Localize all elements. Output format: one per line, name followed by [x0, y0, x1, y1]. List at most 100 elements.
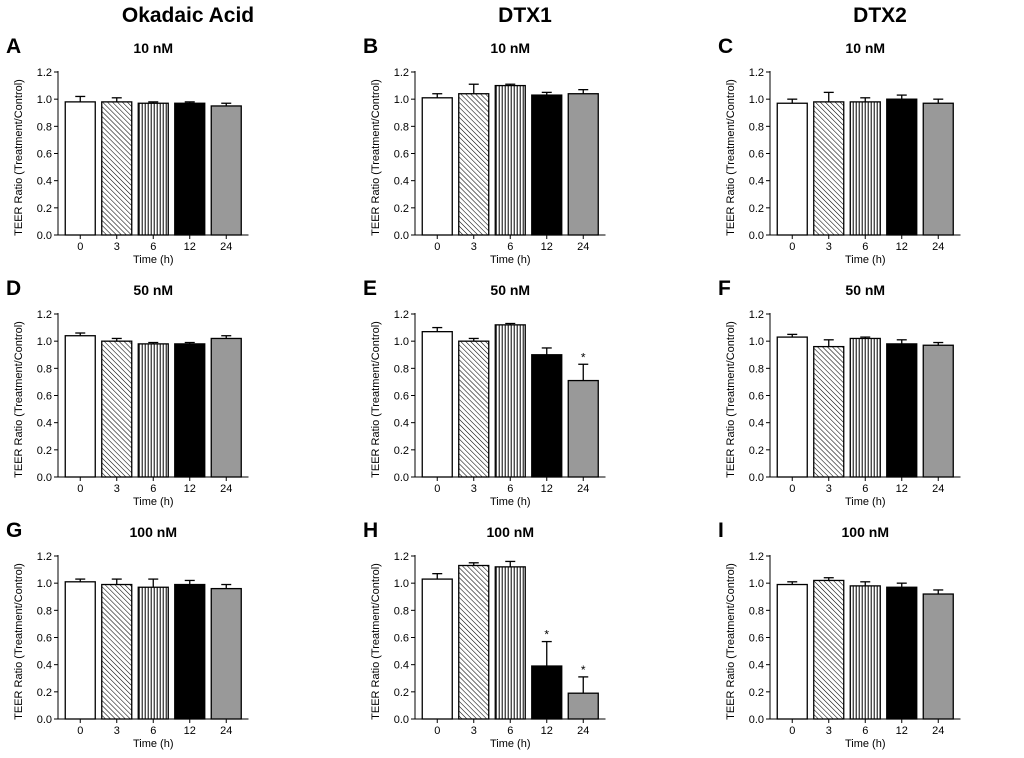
panel-e-title: 50 nM: [490, 282, 530, 298]
panel-g-xtick-label: 0: [77, 725, 83, 737]
panel-e-letter: E: [363, 277, 377, 300]
panel-b-ytick-label: 1.2: [394, 67, 409, 79]
panel-d-xtick-label: 3: [114, 483, 120, 495]
panel-b-xtick-label: 3: [471, 241, 477, 253]
panel-b-title: 10 nM: [490, 40, 530, 56]
panel-f-ylabel: TEER Ratio (Treatment/Control): [725, 321, 737, 478]
panel-i-xtick-label: 24: [932, 725, 944, 737]
panel-b-letter: B: [363, 35, 378, 58]
panel-e-ytick-label: 0.4: [394, 418, 409, 430]
panel-h-ytick-label: 0.6: [394, 633, 409, 645]
panel-a: A 10 nM 0.0 0.2 0.4 0.6 0.8 1.0 1.2 TEER Ratio (T…: [6, 35, 249, 266]
panel-a-ytick-label: 0.2: [37, 203, 52, 215]
panel-a-ytick-label: 0.0: [37, 230, 52, 242]
panel-b-ytick-label: 1.0: [394, 94, 409, 106]
panel-b-bar: [458, 93, 490, 236]
panel-d-ytick-label: 1.2: [37, 309, 52, 321]
panel-c-xtick-label: 3: [826, 241, 832, 253]
panel-b-ytick-label: 0.6: [394, 149, 409, 161]
panel-g: G 100 nM 0.0 0.2 0.4 0.6 0.8 1.0 1.2 TEER Ratio (…: [6, 519, 249, 750]
panel-d-ytick-label: 0.8: [37, 363, 52, 375]
panel-d-xtick-label: 0: [77, 483, 83, 495]
panel-e-ytick-label: 0.0: [394, 472, 409, 484]
panel-b-bar: [531, 94, 563, 236]
panel-f-bar: [813, 345, 845, 478]
panel-g-ytick-label: 0.8: [37, 605, 52, 617]
panel-h-bar: [494, 566, 526, 720]
panel-e-significance-star: *: [581, 350, 586, 364]
panel-h-xlabel: Time (h): [490, 738, 531, 750]
panel-b-bar: [421, 97, 453, 236]
panel-b-xtick-label: 24: [577, 241, 589, 253]
panel-a-xtick-label: 12: [184, 241, 196, 253]
panel-g-title: 100 nM: [130, 524, 177, 540]
panel-a-ytick-label: 0.6: [37, 149, 52, 161]
column-title-okadaic-acid: Okadaic Acid: [122, 4, 254, 27]
panel-b-ytick-label: 0.2: [394, 203, 409, 215]
panel-g-letter: G: [6, 519, 22, 542]
panel-a-xtick-label: 0: [77, 241, 83, 253]
panel-a-letter: A: [6, 35, 21, 58]
panel-e-bar: [421, 331, 453, 478]
panel-i-bar: [849, 585, 881, 720]
panel-b-bar: [567, 93, 599, 236]
panel-g-xlabel: Time (h): [133, 738, 174, 750]
panel-a-xlabel: Time (h): [133, 254, 174, 266]
panel-c-bar: [922, 102, 954, 236]
panel-a-bar: [64, 101, 96, 236]
panel-f-xtick-label: 3: [826, 483, 832, 495]
panel-e-ytick-label: 1.2: [394, 309, 409, 321]
panel-h-significance-star: *: [581, 663, 586, 677]
panel-f-bar: [849, 337, 881, 478]
panel-h-xtick-label: 3: [471, 725, 477, 737]
panel-c-bar: [849, 101, 881, 236]
panel-g-ytick-label: 0.4: [37, 660, 52, 672]
panel-i-xtick-label: 6: [862, 725, 868, 737]
panel-h-bar: [567, 692, 599, 720]
panel-h-bar: [531, 665, 563, 720]
panel-h-letter: H: [363, 519, 378, 542]
panel-a-xtick-label: 6: [150, 241, 156, 253]
panel-i: I 100 nM 0.0 0.2 0.4 0.6 0.8 1.0 1.2 TEER Ratio (…: [718, 519, 961, 750]
panel-g-ytick-label: 0.0: [37, 714, 52, 726]
panel-c-xtick-label: 6: [862, 241, 868, 253]
panel-c-bar: [886, 98, 918, 236]
panel-d-bar: [101, 340, 133, 478]
panel-i-bar: [813, 579, 845, 720]
panel-g-xtick-label: 6: [150, 725, 156, 737]
panel-i-letter: I: [718, 519, 724, 542]
panel-g-ytick-label: 0.6: [37, 633, 52, 645]
panel-g-xtick-label: 12: [184, 725, 196, 737]
panel-c-ytick-label: 1.0: [749, 94, 764, 106]
panel-b-ytick-label: 0.4: [394, 176, 409, 188]
panel-f-xtick-label: 12: [896, 483, 908, 495]
panel-b-xtick-label: 12: [541, 241, 553, 253]
panel-e-ylabel: TEER Ratio (Treatment/Control): [370, 321, 382, 478]
panel-b-ylabel: TEER Ratio (Treatment/Control): [370, 79, 382, 236]
panel-i-bar: [886, 586, 918, 720]
panel-i-xtick-label: 12: [896, 725, 908, 737]
panel-i-xtick-label: 0: [789, 725, 795, 737]
panel-a-xtick-label: 24: [220, 241, 232, 253]
panel-a-bar: [174, 102, 206, 236]
panel-d-bar: [210, 337, 242, 478]
panel-d-bar: [64, 335, 96, 478]
panel-b-xlabel: Time (h): [490, 254, 531, 266]
panel-c-ytick-label: 0.8: [749, 121, 764, 133]
panel-h: H 100 nM 0.0 0.2 0.4 0.6 0.8 1.0 1.2 TEER Ratio (…: [363, 519, 606, 750]
panel-g-ylabel: TEER Ratio (Treatment/Control): [13, 563, 25, 720]
panel-d-xtick-label: 24: [220, 483, 232, 495]
panel-d-xtick-label: 6: [150, 483, 156, 495]
panel-d-xtick-label: 12: [184, 483, 196, 495]
panel-h-ytick-label: 1.0: [394, 578, 409, 590]
column-title-dtx1: DTX1: [498, 4, 552, 27]
panel-d-title: 50 nM: [133, 282, 173, 298]
panel-g-ytick-label: 1.0: [37, 578, 52, 590]
panel-g-bar: [101, 583, 133, 720]
panel-i-ytick-label: 0.2: [749, 687, 764, 699]
panel-h-bar: [421, 578, 453, 720]
column-title-dtx2: DTX2: [853, 4, 907, 27]
panel-f-ytick-label: 0.0: [749, 472, 764, 484]
panel-f-letter: F: [718, 277, 731, 300]
